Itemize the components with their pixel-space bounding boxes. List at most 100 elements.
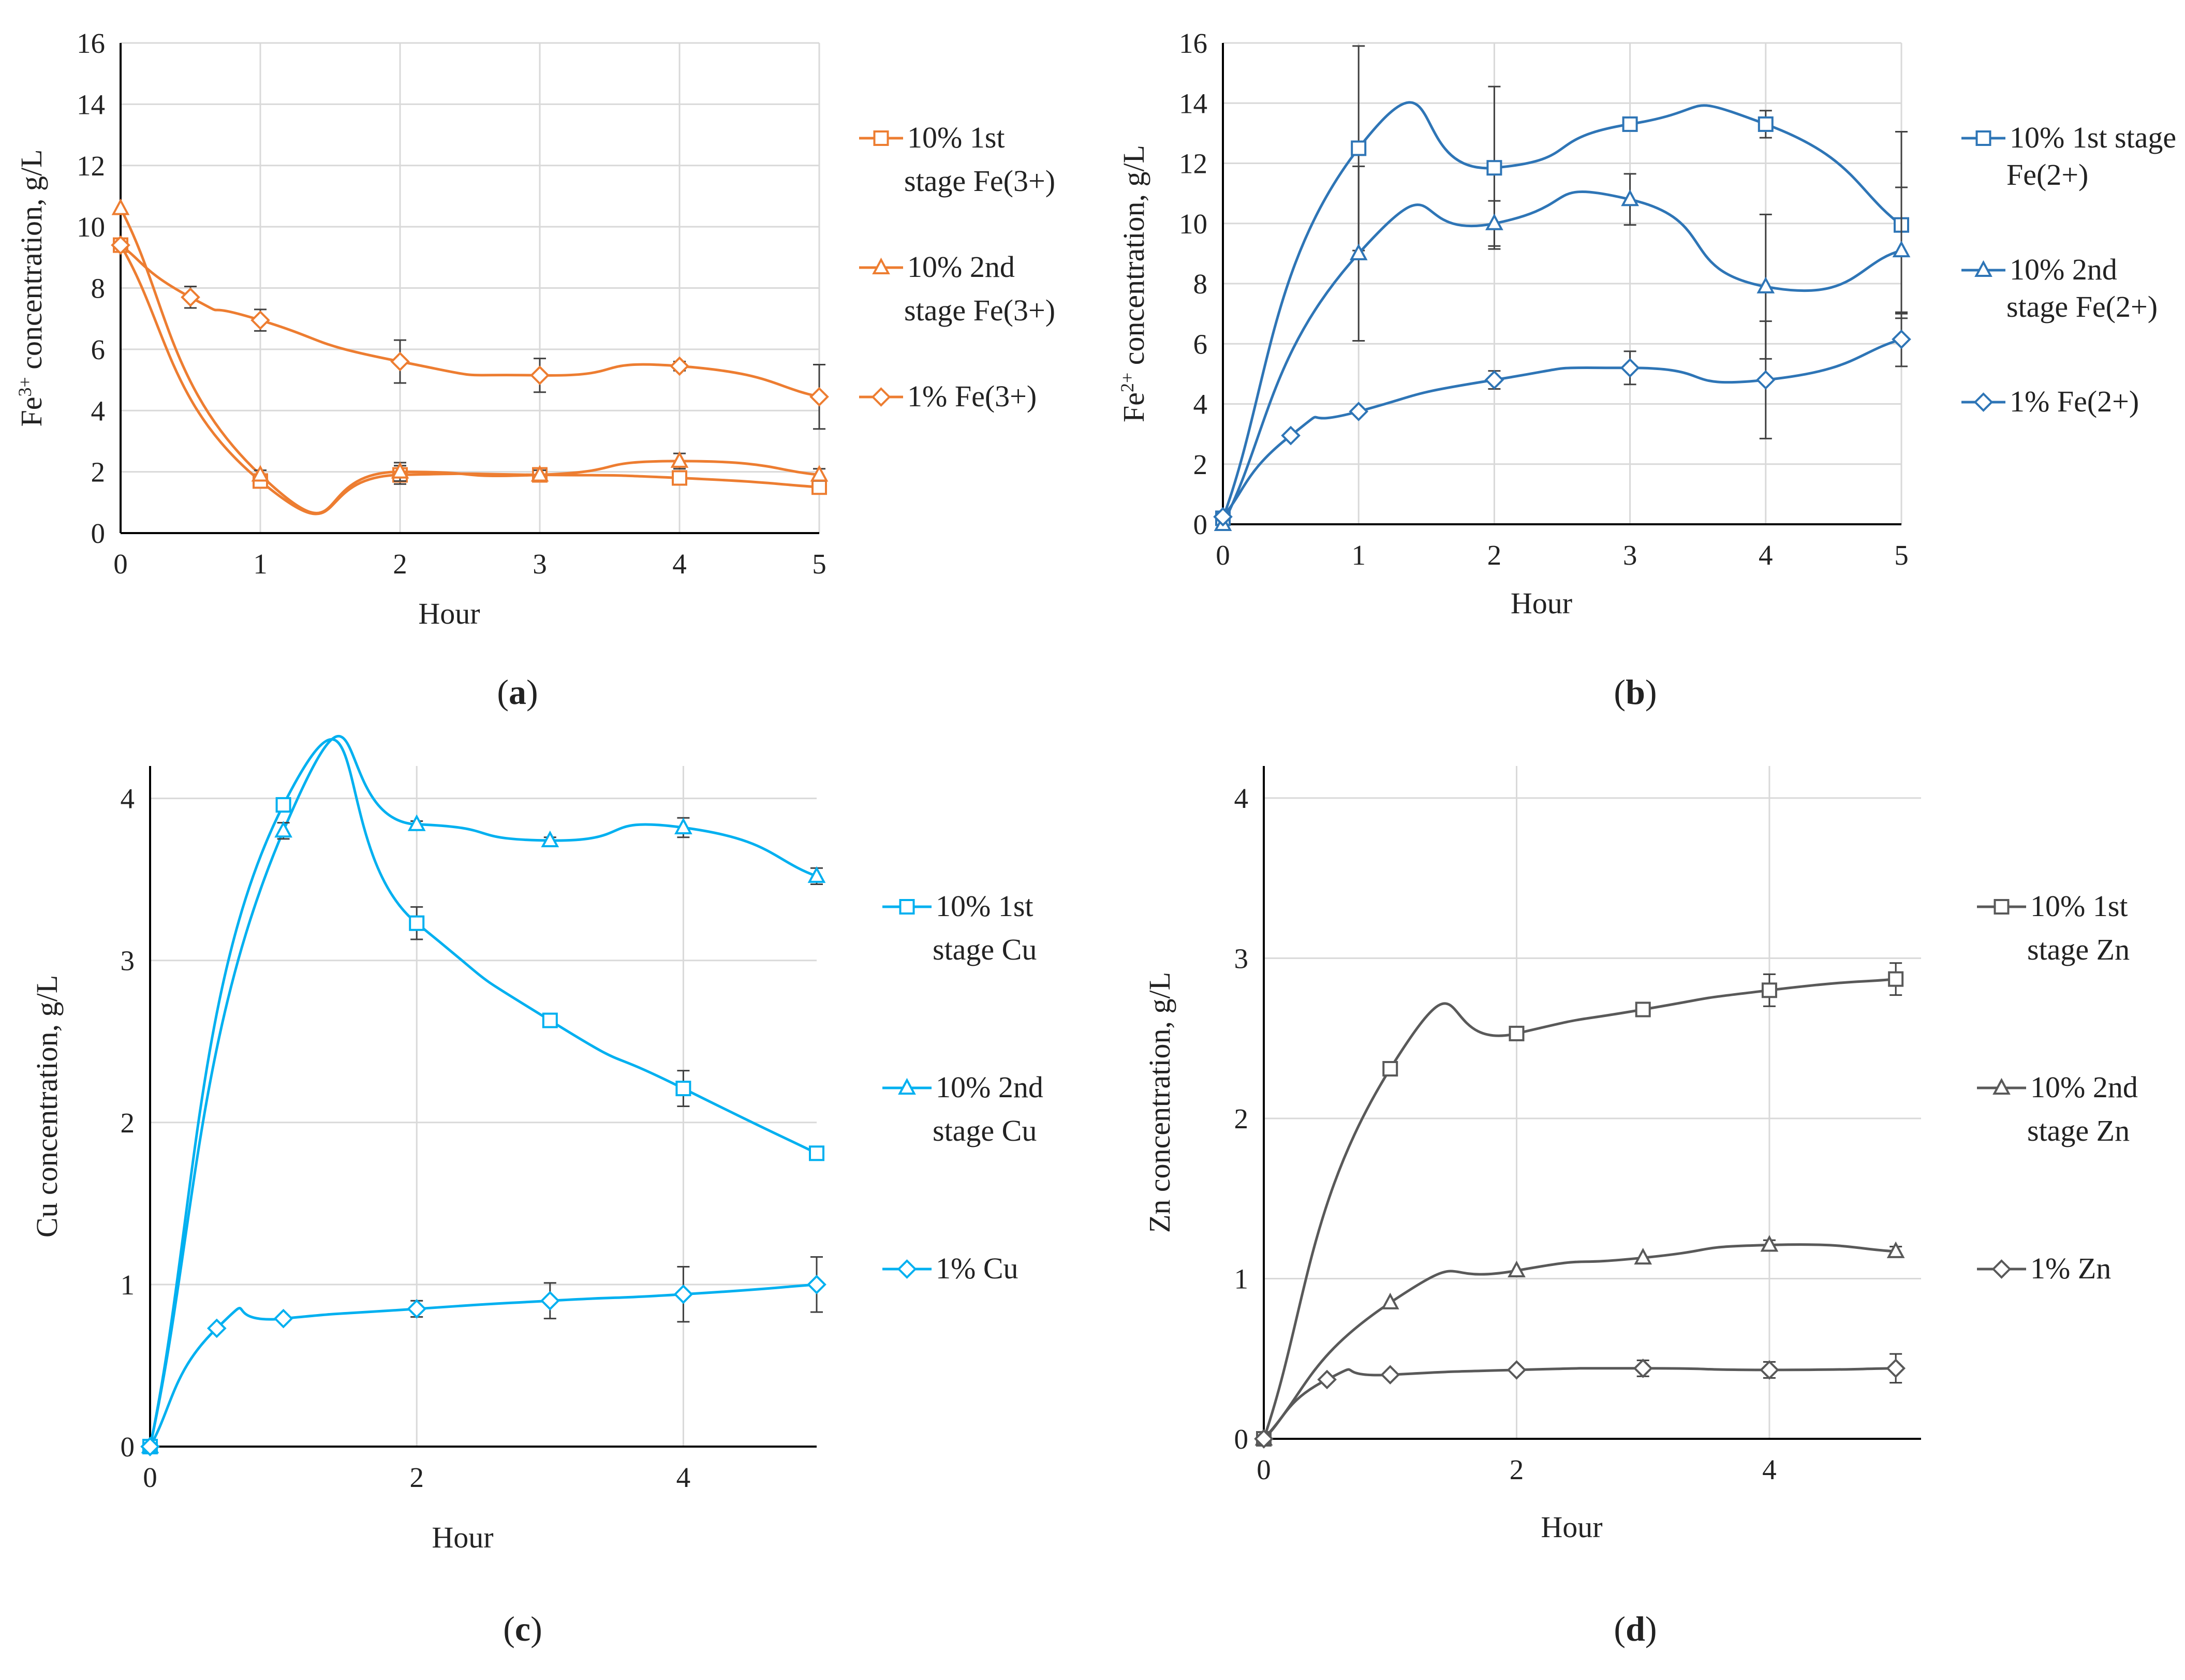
data-point-triangle — [407, 814, 426, 831]
x-tick-label: 5 — [1894, 539, 1909, 571]
data-point-square — [1761, 982, 1777, 998]
data-point-diamond — [1507, 1360, 1527, 1380]
y-axis-label-superscript: 2+ — [1117, 373, 1138, 392]
data-point-diamond — [809, 387, 829, 407]
data-point-diamond — [1254, 1429, 1274, 1449]
data-point-diamond — [1760, 1360, 1779, 1380]
chart-panel-c: 0 2 4 0 1 2 3 4 Hour Cu concentration, g/L 10% 1st… — [30, 734, 1043, 1648]
caption-paren: ( — [497, 672, 509, 712]
y-axis-label-part: Zn concentration, g/L — [1143, 972, 1176, 1233]
legend-label: stage Fe(3+) — [904, 164, 1055, 198]
data-point-diamond — [1633, 1358, 1653, 1378]
data-point-diamond — [407, 1299, 427, 1319]
y-axis-label: Cu concentration, g/L — [30, 975, 64, 1237]
data-point-triangle — [1381, 1292, 1399, 1309]
data-point-diamond — [807, 1275, 826, 1294]
y-tick-label: 2 — [1193, 449, 1208, 480]
data-point-triangle — [1621, 189, 1639, 207]
data-point-diamond — [1886, 1358, 1906, 1378]
legend-label: 10% 2nd — [2030, 1070, 2138, 1104]
y-axis-label-part: concentration, g/L — [1117, 145, 1150, 373]
data-point-square — [1635, 1001, 1651, 1018]
x-tick-label: 0 — [143, 1462, 157, 1493]
legend-entry: 10% 2nd stage Cu — [882, 1070, 1043, 1147]
legend-entry: 10% 1st stage Fe(3+) — [859, 121, 1055, 198]
y-tick-label: 0 — [91, 518, 106, 549]
panel-caption: (a) — [497, 672, 538, 712]
legend-entry: 10% 1st stage Cu — [882, 889, 1037, 966]
data-point-square — [675, 1081, 691, 1097]
data-point-square — [809, 1145, 824, 1161]
caption-paren: ) — [526, 672, 538, 712]
y-tick-label: 4 — [1193, 389, 1208, 420]
series-line — [1221, 101, 1902, 519]
y-tick-label: 8 — [91, 273, 106, 304]
legend-marker-diamond — [1991, 1259, 2012, 1279]
legend-label: stage Cu — [933, 933, 1037, 966]
caption-letter: c — [515, 1609, 530, 1648]
legend-label: 10% 2nd — [936, 1070, 1043, 1104]
y-axis-label: Fe2+ concentration, g/L — [1117, 145, 1150, 422]
data-point-square — [542, 1012, 558, 1028]
y-tick-label: 16 — [77, 27, 105, 59]
x-tick-label: 2 — [409, 1462, 424, 1493]
y-tick-label: 1 — [1234, 1263, 1249, 1294]
legend-marker-diamond — [871, 387, 891, 407]
series-line — [1262, 978, 1896, 1439]
y-tick-label: 16 — [1179, 27, 1207, 59]
legend-label: stage Cu — [933, 1114, 1037, 1147]
legend-marker-triangle — [1992, 1078, 2011, 1095]
data-point-square — [409, 915, 425, 931]
x-tick-label: 3 — [1623, 539, 1637, 571]
data-point-square — [1622, 116, 1638, 132]
data-point-diamond — [1213, 507, 1233, 527]
chart-panel-d: 0 2 4 0 1 2 3 4 Hour Zn concentration, g/L 10% 1st… — [1143, 766, 2138, 1648]
legend-entry: 10% 1st stage Fe(2+) — [1961, 121, 2176, 191]
x-tick-label: 0 — [113, 548, 128, 580]
caption-paren: ) — [530, 1609, 542, 1648]
data-point-triangle — [807, 866, 826, 883]
y-axis-label-part: concentration, g/L — [14, 150, 48, 377]
y-axis-label: Zn concentration, g/L — [1143, 972, 1176, 1233]
data-point-square — [1382, 1061, 1398, 1077]
data-point-diamond — [390, 351, 410, 372]
x-tick-label: 3 — [533, 548, 547, 580]
y-tick-label: 14 — [1179, 87, 1207, 119]
legend-entry: 10% 2nd stage Fe(2+) — [1961, 253, 2158, 323]
legend-label: 10% 2nd — [907, 250, 1015, 284]
legend-entry: 1% Fe(2+) — [1961, 385, 2139, 418]
data-point-diamond — [1317, 1369, 1337, 1390]
x-tick-label: 4 — [1759, 539, 1773, 571]
legend-label: 1% Cu — [936, 1251, 1018, 1285]
caption-paren: ) — [1645, 672, 1657, 712]
legend-marker-diamond — [1973, 392, 1994, 412]
legend-marker-triangle — [872, 257, 890, 274]
y-axis-label-part: Fe — [14, 397, 48, 427]
legend-marker-square — [1994, 899, 2010, 915]
legend-entry: 1% Fe(3+) — [859, 379, 1037, 413]
y-tick-label: 0 — [1193, 509, 1208, 540]
data-point-triangle — [674, 817, 692, 834]
legend-marker-square — [899, 899, 915, 915]
x-tick-label: 2 — [393, 548, 407, 580]
y-axis-label-part: Cu concentration, g/L — [30, 975, 64, 1237]
x-tick-label: 2 — [1510, 1454, 1524, 1485]
data-point-triangle — [1756, 276, 1775, 293]
data-point-diamond — [273, 1308, 293, 1329]
legend-label: 10% 1st stage — [2010, 121, 2176, 154]
legend-label: stage Zn — [2027, 1114, 2130, 1147]
data-point-triangle — [810, 465, 829, 482]
data-point-diamond — [140, 1437, 160, 1456]
caption-paren: ) — [1645, 1609, 1657, 1648]
x-tick-label: 4 — [1762, 1454, 1777, 1485]
data-point-diamond — [673, 1284, 693, 1304]
legend-label: Fe(2+) — [2006, 158, 2088, 191]
data-point-diamond — [1755, 370, 1776, 390]
series-diamond — [111, 235, 829, 430]
series-line — [149, 1283, 817, 1448]
data-point-triangle — [1892, 240, 1911, 258]
legend-label: stage Fe(2+) — [2006, 290, 2158, 323]
caption-paren: ( — [1614, 672, 1626, 712]
legend-marker-square — [873, 130, 889, 146]
